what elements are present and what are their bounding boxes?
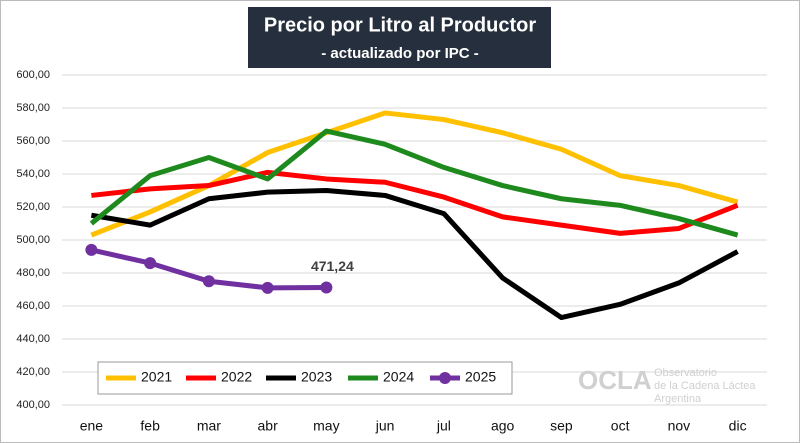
x-tick-label: ago: [491, 418, 515, 434]
legend: 2021 2022 2023 2024 2025: [97, 361, 513, 395]
x-tick-label: oct: [611, 418, 630, 434]
legend-marker: [439, 372, 451, 384]
y-tick-label: 540,00: [16, 168, 50, 180]
x-tick-label: sep: [550, 418, 573, 434]
data-label: 471,24: [311, 258, 354, 274]
y-tick-label: 500,00: [16, 234, 50, 246]
series-line: [89, 128, 739, 238]
watermark-line: de la Cadena Láctea: [654, 380, 756, 392]
y-tick-label: 440,00: [16, 333, 50, 345]
legend-label: 2024: [383, 369, 414, 385]
watermark: OCLA Observatorio de la Cadena Láctea Ar…: [578, 365, 756, 405]
legend-label: 2025: [465, 369, 496, 385]
x-tick-label: nov: [668, 418, 691, 434]
watermark-line: Observatorio: [654, 367, 717, 379]
x-tick-label: jul: [436, 418, 451, 434]
title-box: [248, 7, 551, 68]
y-tick-label: 520,00: [16, 201, 50, 213]
x-tick-label: ene: [80, 418, 104, 434]
chart-subtitle: - actualizado por IPC -: [321, 45, 479, 62]
y-tick-label: 460,00: [16, 300, 50, 312]
watermark-line: Argentina: [654, 393, 702, 405]
x-tick-label: mar: [197, 418, 221, 434]
x-tick-label: dic: [729, 418, 747, 434]
series-line: [90, 110, 739, 238]
legend-label: 2023: [301, 369, 332, 385]
watermark-logo: OCLA: [578, 365, 652, 395]
chart-title: Precio por Litro al Productor: [264, 14, 536, 36]
y-tick-label: 400,00: [16, 399, 50, 411]
point: [144, 257, 157, 270]
point: [320, 281, 333, 294]
legend-label: 2021: [141, 369, 172, 385]
series-line: [90, 188, 739, 321]
series-line: [91, 169, 739, 236]
point: [85, 243, 98, 256]
point: [202, 275, 215, 288]
point: [261, 281, 274, 294]
y-tick-label: 420,00: [16, 366, 50, 378]
legend-label: 2022: [221, 369, 252, 385]
x-tick-label: jun: [375, 418, 395, 434]
y-tick-label: 580,00: [16, 102, 50, 114]
y-tick-label: 480,00: [16, 267, 50, 279]
x-tick-label: may: [313, 418, 339, 434]
y-tick-label: 600,00: [16, 69, 50, 81]
x-tick-label: feb: [140, 418, 160, 434]
y-tick-label: 560,00: [16, 135, 50, 147]
x-tick-label: abr: [258, 418, 279, 434]
